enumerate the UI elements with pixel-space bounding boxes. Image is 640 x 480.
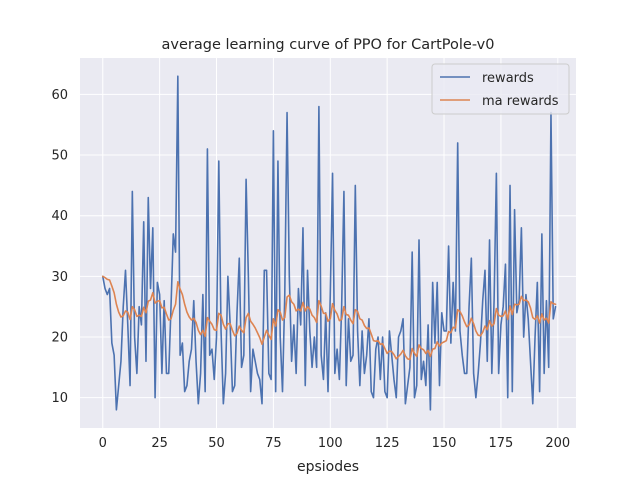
legend-label-ma-rewards: ma rewards: [482, 94, 559, 109]
x-tick-label: 0: [99, 436, 107, 451]
x-tick-label: 175: [489, 436, 514, 451]
series-line-ma-rewards: [101, 275, 557, 361]
series-layer: [101, 75, 557, 411]
y-tick-label: 60: [51, 88, 68, 103]
series-line-rewards: [101, 75, 557, 411]
y-axis-ticks: 10 20 30 40 50 60: [51, 88, 68, 406]
chart-title: average learning curve of PPO for CartPo…: [162, 37, 495, 53]
x-tick-label: 50: [208, 436, 225, 451]
x-tick-label: 75: [265, 436, 282, 451]
y-tick-label: 50: [51, 149, 68, 164]
x-tick-label: 150: [432, 436, 457, 451]
legend: rewards ma rewards: [431, 63, 570, 115]
x-tick-label: 200: [545, 436, 570, 451]
y-tick-label: 10: [51, 391, 68, 406]
legend-label-rewards: rewards: [482, 71, 534, 86]
y-tick-label: 40: [51, 209, 68, 224]
x-tick-label: 25: [151, 436, 168, 451]
y-tick-label: 30: [51, 270, 68, 285]
x-axis-label: epsiodes: [297, 459, 359, 475]
x-tick-label: 100: [318, 436, 343, 451]
grid: [80, 58, 576, 428]
x-axis-ticks: 0 25 50 75 100 125 150 175 200: [99, 436, 571, 451]
y-tick-label: 20: [51, 331, 68, 346]
x-tick-label: 125: [375, 436, 400, 451]
